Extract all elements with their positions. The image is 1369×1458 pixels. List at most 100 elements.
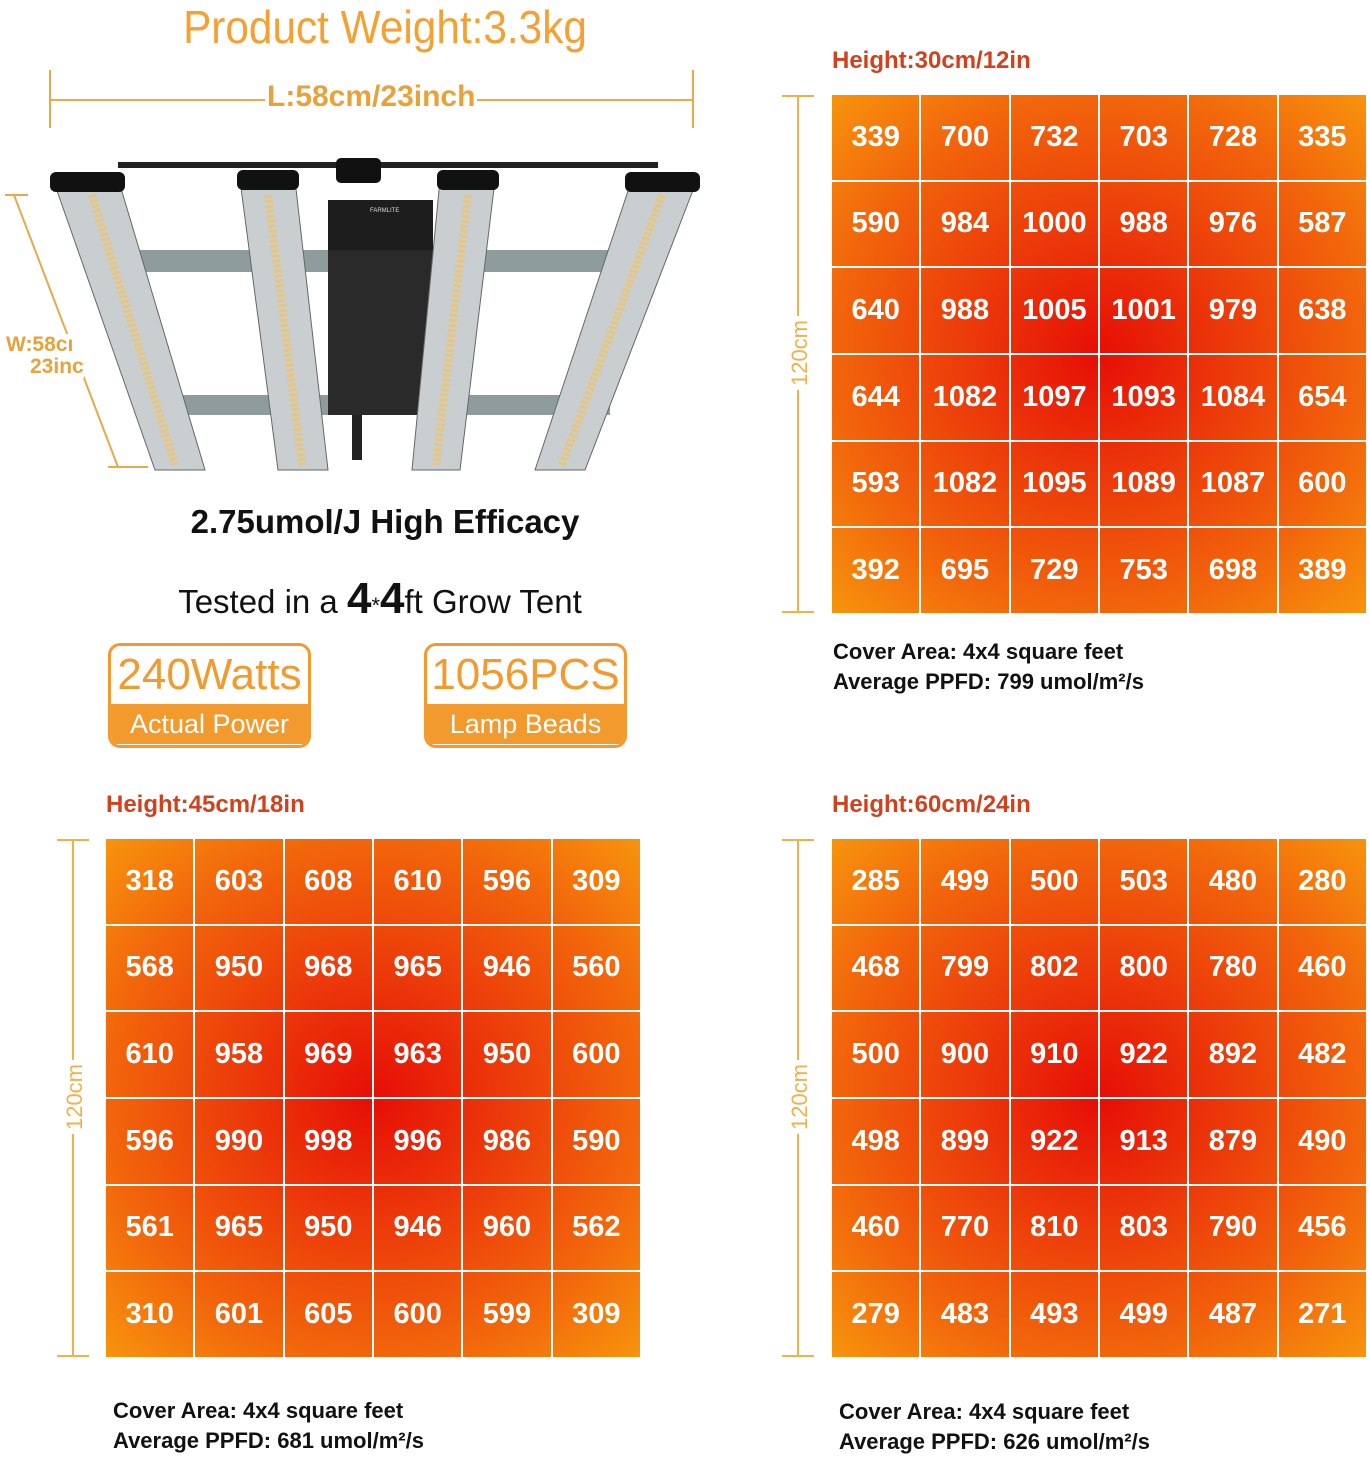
ppfd-cell: 389 bbox=[1277, 527, 1368, 614]
ppfd-cell: 318 bbox=[104, 838, 195, 925]
beads-value: 1056PCS bbox=[431, 650, 620, 699]
power-badge: 240Watts Actual Power bbox=[108, 643, 311, 748]
ppfd-cell: 503 bbox=[1098, 838, 1189, 925]
grow-light-image: FARMLITE bbox=[50, 158, 700, 471]
ppfd-cell: 1095 bbox=[1009, 440, 1100, 528]
ppfd-cell: 568 bbox=[104, 924, 195, 1012]
ppfd-cell: 1093 bbox=[1098, 353, 1189, 441]
ppfd-cell: 900 bbox=[920, 1011, 1010, 1098]
ppfd-cell: 600 bbox=[551, 1011, 642, 1098]
scale-tick-top bbox=[782, 839, 814, 841]
cover-area: Cover Area: 4x4 square feet bbox=[113, 1398, 404, 1423]
scale-tick-bottom bbox=[782, 1355, 814, 1357]
ppfd-cell: 703 bbox=[1098, 94, 1189, 181]
beads-badge: 1056PCS Lamp Beads bbox=[424, 643, 627, 748]
ppfd-cell: 946 bbox=[462, 924, 552, 1012]
ppfd-cell: 770 bbox=[920, 1184, 1010, 1272]
ppfd-summary: Cover Area: 4x4 square feet Average PPFD:… bbox=[839, 1397, 1150, 1457]
scale-label: 120cm bbox=[787, 1059, 814, 1135]
scale-label: 120cm bbox=[787, 315, 814, 391]
ppfd-cell: 561 bbox=[104, 1184, 195, 1272]
width-label-cm: W:58cı bbox=[6, 333, 74, 356]
ppfd-cell: 984 bbox=[920, 180, 1010, 268]
efficacy-text: 2.75umol/J High Efficacy bbox=[190, 503, 580, 540]
ppfd-cell: 587 bbox=[1277, 180, 1368, 268]
ppfd-cell: 965 bbox=[194, 1184, 284, 1272]
ppfd-cell: 562 bbox=[551, 1184, 642, 1272]
ppfd-cell: 483 bbox=[920, 1271, 1010, 1358]
ppfd-cell: 700 bbox=[920, 94, 1010, 181]
ppfd-cell: 493 bbox=[1009, 1271, 1100, 1358]
ppfd-summary: Cover Area: 4x4 square feet Average PPFD:… bbox=[833, 637, 1144, 697]
ppfd-cell: 309 bbox=[551, 1271, 642, 1358]
ppfd-heatmap: 285 499 500 503 480 280 468 799 802 800 780 460 500 9… bbox=[830, 838, 1368, 1358]
ppfd-cell: 753 bbox=[1098, 527, 1189, 614]
ppfd-cell: 644 bbox=[830, 353, 921, 441]
scale-tick-bottom bbox=[782, 611, 814, 613]
ppfd-cell: 803 bbox=[1098, 1184, 1189, 1272]
ppfd-cell: 988 bbox=[1098, 180, 1189, 268]
ppfd-cell: 968 bbox=[283, 924, 374, 1012]
ppfd-cell: 800 bbox=[1098, 924, 1189, 1012]
ppfd-cell: 603 bbox=[194, 838, 284, 925]
ppfd-cell: 1005 bbox=[1009, 267, 1100, 354]
ppfd-cell: 780 bbox=[1188, 924, 1278, 1012]
ppfd-cell: 946 bbox=[372, 1184, 463, 1272]
ppfd-cell: 1084 bbox=[1188, 353, 1278, 441]
ppfd-cell: 593 bbox=[830, 440, 921, 528]
ppfd-cell: 998 bbox=[283, 1097, 374, 1185]
ppfd-cell: 1097 bbox=[1009, 353, 1100, 441]
cover-area: Cover Area: 4x4 square feet bbox=[839, 1399, 1130, 1424]
ppfd-cell: 976 bbox=[1188, 180, 1278, 268]
ppfd-cell: 1082 bbox=[920, 440, 1010, 528]
product-weight-title: Product Weight:3.3kg bbox=[183, 1, 587, 53]
ppfd-cell: 988 bbox=[920, 267, 1010, 354]
ppfd-cell: 1001 bbox=[1098, 267, 1189, 354]
ppfd-summary: Cover Area: 4x4 square feet Average PPFD:… bbox=[113, 1396, 424, 1456]
scale-tick-bottom bbox=[57, 1355, 89, 1357]
average-ppfd: Average PPFD: 799 umol/m²/s bbox=[833, 669, 1144, 694]
power-value: 240Watts bbox=[117, 650, 302, 699]
ppfd-cell: 913 bbox=[1098, 1097, 1189, 1185]
length-label: L:58cm/23inch bbox=[265, 80, 478, 114]
ppfd-cell: 590 bbox=[551, 1097, 642, 1185]
scale-tick-top bbox=[782, 95, 814, 97]
ppfd-cell: 958 bbox=[194, 1011, 284, 1098]
ppfd-cell: 596 bbox=[104, 1097, 195, 1185]
ppfd-cell: 601 bbox=[194, 1271, 284, 1358]
ppfd-cell: 950 bbox=[283, 1184, 374, 1272]
ppfd-cell: 950 bbox=[462, 1011, 552, 1098]
ppfd-cell: 1087 bbox=[1188, 440, 1278, 528]
power-caption: Actual Power bbox=[111, 704, 308, 744]
ppfd-cell: 599 bbox=[462, 1271, 552, 1358]
height-label: Height:30cm/12in bbox=[832, 47, 1031, 74]
ppfd-cell: 950 bbox=[194, 924, 284, 1012]
ppfd-cell: 490 bbox=[1277, 1097, 1368, 1185]
ppfd-cell: 309 bbox=[551, 838, 642, 925]
ppfd-cell: 590 bbox=[830, 180, 921, 268]
ppfd-cell: 500 bbox=[1009, 838, 1100, 925]
ppfd-cell: 487 bbox=[1188, 1271, 1278, 1358]
ppfd-cell: 922 bbox=[1098, 1011, 1189, 1098]
ppfd-cell: 728 bbox=[1188, 94, 1278, 181]
ppfd-cell: 499 bbox=[920, 838, 1010, 925]
height-label: Height:60cm/24in bbox=[832, 791, 1031, 818]
ppfd-cell: 729 bbox=[1009, 527, 1100, 614]
ppfd-cell: 790 bbox=[1188, 1184, 1278, 1272]
ppfd-cell: 610 bbox=[372, 838, 463, 925]
tent-suffix: ft Grow Tent bbox=[404, 583, 582, 620]
ppfd-cell: 922 bbox=[1009, 1097, 1100, 1185]
ppfd-cell: 899 bbox=[920, 1097, 1010, 1185]
cover-area: Cover Area: 4x4 square feet bbox=[833, 639, 1124, 664]
ppfd-cell: 640 bbox=[830, 267, 921, 354]
beads-caption: Lamp Beads bbox=[427, 704, 624, 744]
tent-sep: * bbox=[371, 593, 381, 618]
ppfd-cell: 482 bbox=[1277, 1011, 1368, 1098]
ppfd-cell: 335 bbox=[1277, 94, 1368, 181]
scale-tick-top bbox=[57, 839, 89, 841]
length-dimension-tick-left bbox=[49, 70, 51, 128]
ppfd-cell: 271 bbox=[1277, 1271, 1368, 1358]
ppfd-cell: 965 bbox=[372, 924, 463, 1012]
width-dimension-line bbox=[5, 194, 148, 468]
ppfd-cell: 732 bbox=[1009, 94, 1100, 181]
